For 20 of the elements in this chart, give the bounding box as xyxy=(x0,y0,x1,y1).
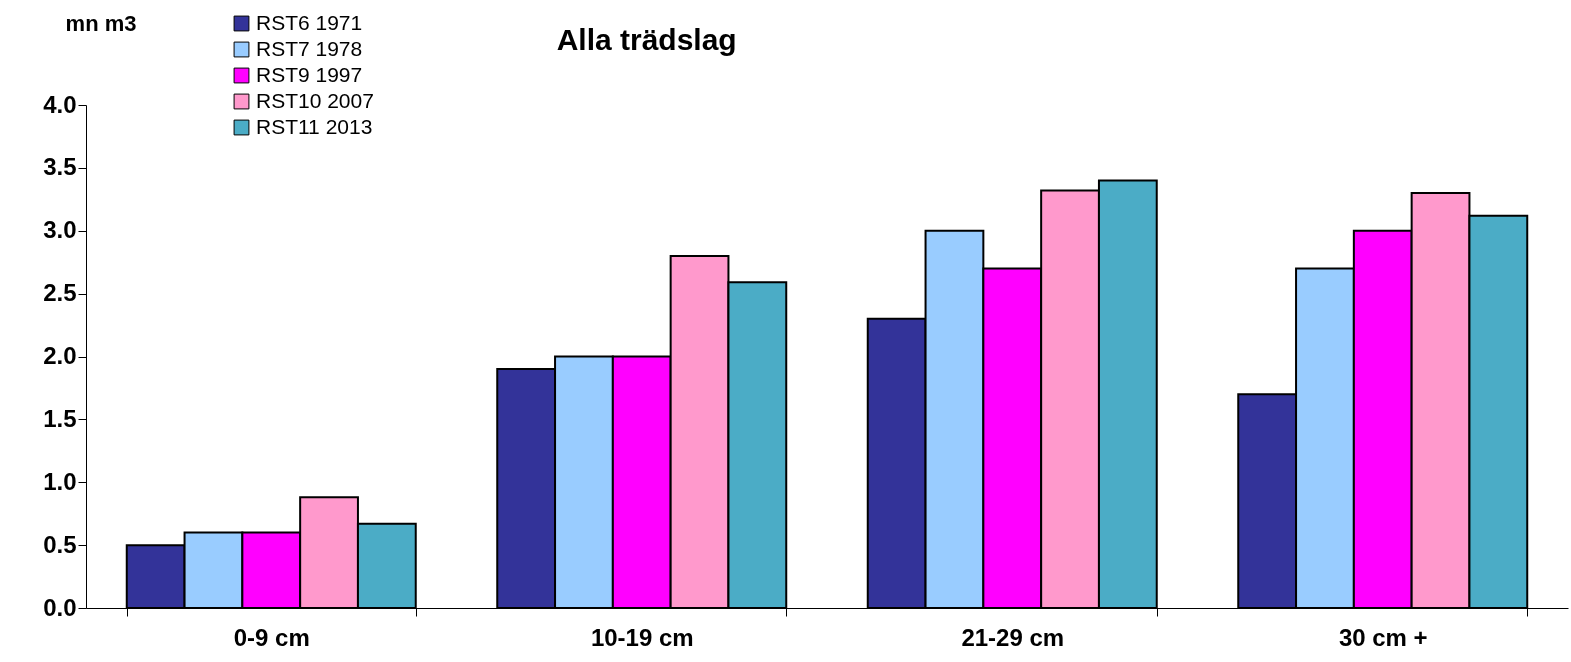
y-axis-title: mn m3 xyxy=(65,10,137,36)
y-tick-label: 3.5 xyxy=(43,153,77,181)
x-tick-label: 0-9 cm xyxy=(233,623,310,651)
y-tick-label: 1.0 xyxy=(43,467,77,495)
legend-label: RST10 2007 xyxy=(256,88,374,112)
y-tick-label: 2.0 xyxy=(43,342,77,369)
x-tick-label: 21-29 cm xyxy=(961,623,1065,651)
x-tick-label: 10-19 cm xyxy=(590,623,694,651)
y-tick-label: 1.5 xyxy=(43,404,77,432)
chart-title: Alla trädslag xyxy=(556,23,737,56)
legend-label: RST7 1978 xyxy=(256,36,363,60)
legend-label: RST11 2013 xyxy=(256,114,373,138)
y-tick-label: 4.0 xyxy=(43,90,77,118)
y-tick-label: 0.5 xyxy=(43,530,77,558)
x-tick-label: 30 cm + xyxy=(1338,623,1428,651)
legend-label: RST6 1971 xyxy=(256,10,363,34)
y-tick-label: 3.0 xyxy=(43,216,77,244)
y-tick-label: 2.5 xyxy=(43,279,77,307)
legend-label: RST9 1997 xyxy=(256,62,363,86)
y-tick-label: 0.0 xyxy=(43,593,77,621)
